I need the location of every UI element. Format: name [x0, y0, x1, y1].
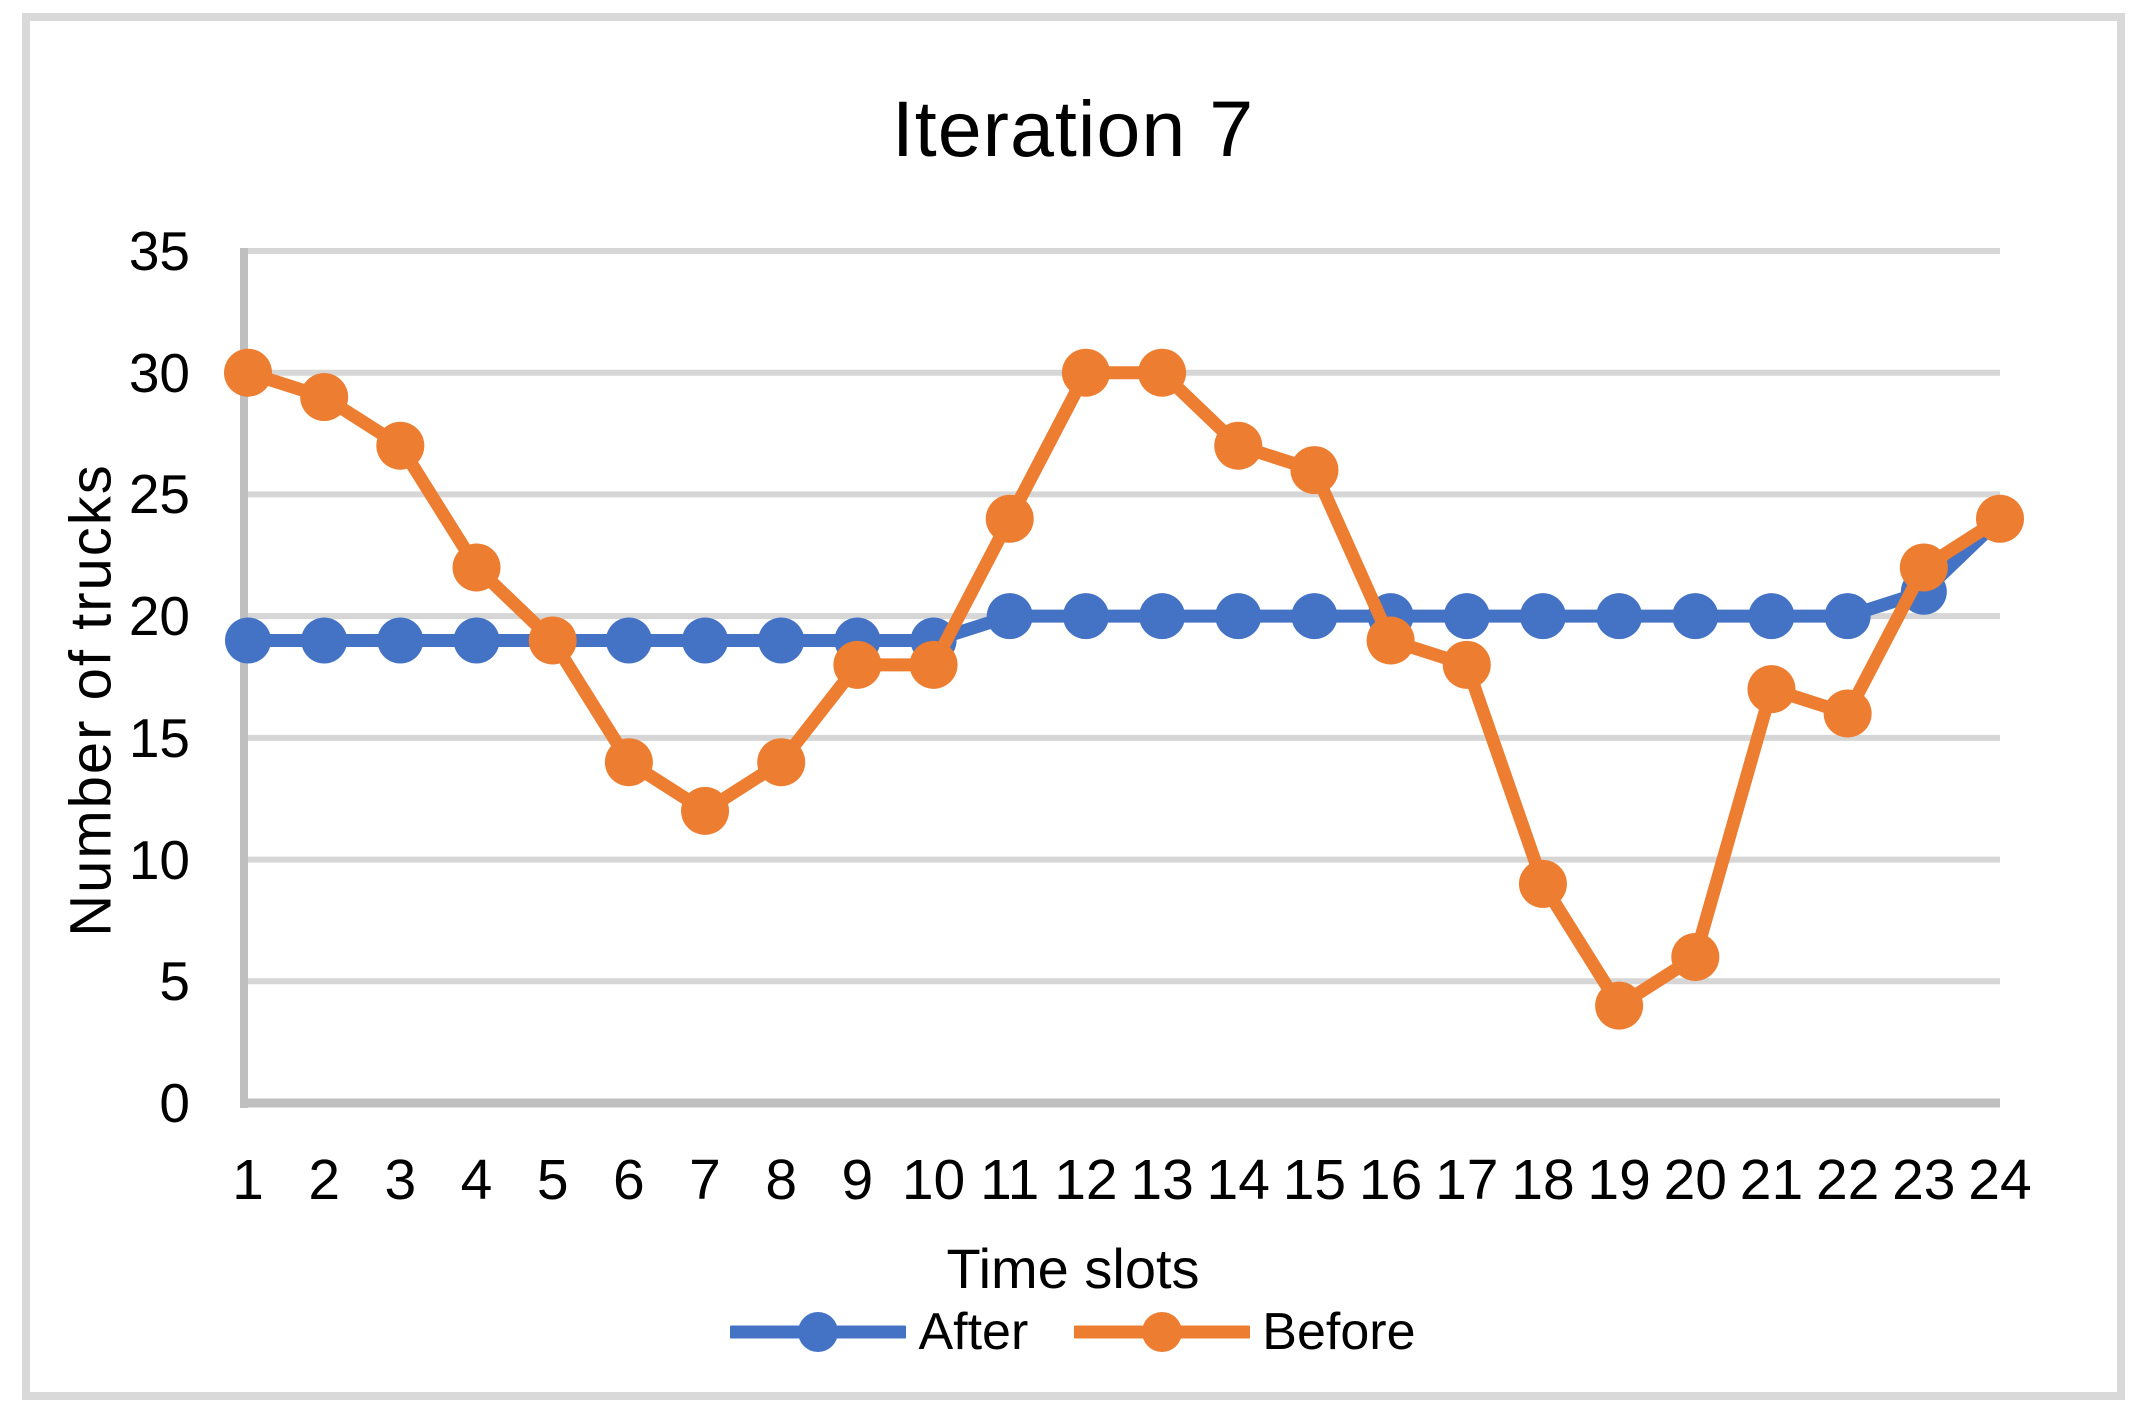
data-point-marker-before: [1899, 543, 1948, 592]
data-point-marker-after: [1062, 593, 1109, 640]
y-tick-label: 0: [159, 1072, 190, 1134]
data-point-marker-after: [377, 617, 424, 664]
x-tick-label: 7: [689, 1148, 721, 1212]
data-point-marker-before: [909, 640, 958, 689]
data-point-marker-before: [376, 421, 425, 470]
x-tick-label: 17: [1435, 1148, 1499, 1212]
series-line-after: [241, 512, 2007, 647]
legend: After Before: [0, 1300, 2146, 1364]
x-tick-label: 15: [1282, 1148, 1347, 1212]
data-point-marker-after: [1139, 593, 1186, 640]
x-tick-label: 19: [1587, 1148, 1651, 1212]
y-tick-label: 20: [128, 585, 190, 648]
x-tick-label: 16: [1358, 1148, 1423, 1212]
x-tick-label: 20: [1663, 1148, 1727, 1212]
x-tick-label: 13: [1130, 1148, 1194, 1212]
x-tick-label: 1: [232, 1148, 264, 1212]
x-tick-label: 23: [1892, 1148, 1956, 1212]
data-point-marker-before: [1747, 665, 1796, 714]
x-tick-label: 21: [1739, 1148, 1804, 1212]
x-tick-label: 22: [1815, 1148, 1880, 1212]
legend-item-before: Before: [1074, 1300, 1416, 1364]
chart-title: Iteration 7: [891, 84, 1255, 173]
data-point-marker-before: [757, 738, 806, 787]
data-point-marker-before: [1214, 421, 1263, 470]
x-tick-label: 8: [765, 1148, 798, 1212]
data-point-marker-after: [453, 617, 500, 664]
x-tick-label: 9: [841, 1148, 874, 1212]
x-axis-title: Time slots: [946, 1237, 1200, 1300]
data-point-marker-after: [986, 593, 1033, 640]
data-point-marker-before: [985, 494, 1034, 543]
data-point-marker-before: [528, 616, 577, 665]
data-point-marker-after: [682, 617, 729, 664]
y-tick-label: 25: [128, 463, 190, 526]
data-point-marker-after: [301, 617, 348, 664]
data-point-marker-before: [1442, 640, 1491, 689]
data-point-marker-before: [1138, 348, 1187, 397]
data-point-marker-before: [1061, 348, 1110, 397]
x-tick-label: 24: [1968, 1148, 2032, 1212]
data-point-marker-before: [604, 738, 653, 787]
y-tick-label: 35: [128, 220, 190, 282]
x-tick-label: 11: [980, 1148, 1040, 1212]
data-point-marker-after: [1443, 593, 1490, 640]
data-point-marker-after: [758, 617, 805, 664]
x-tick-label: 12: [1054, 1148, 1118, 1212]
data-point-marker-before: [1518, 859, 1567, 908]
x-tick-label: 10: [901, 1148, 966, 1212]
data-point-marker-after: [1748, 593, 1795, 640]
data-point-marker-after: [225, 617, 271, 664]
data-point-marker-before: [1595, 981, 1644, 1030]
x-tick-label: 5: [536, 1148, 569, 1212]
legend-marker-icon: [1074, 1312, 1251, 1352]
data-point-marker-before: [1671, 932, 1720, 981]
data-point-marker-before: [1290, 446, 1339, 495]
x-tick-label: 14: [1206, 1148, 1270, 1212]
legend-label: Before: [1262, 1303, 1416, 1361]
x-tick-label: 4: [460, 1148, 493, 1212]
data-point-marker-before: [833, 640, 882, 689]
x-tick-label: 6: [613, 1148, 645, 1212]
data-point-marker-before: [1976, 494, 2024, 543]
x-tick-label: 3: [384, 1148, 417, 1212]
data-point-marker-before: [1823, 689, 1872, 738]
data-point-marker-before: [300, 373, 349, 422]
data-point-marker-after: [1519, 593, 1566, 640]
data-point-marker-before: [224, 348, 272, 397]
data-point-marker-before: [681, 786, 730, 835]
legend-item-after: After: [730, 1300, 1028, 1364]
x-tick-label: 2: [308, 1148, 341, 1212]
data-point-marker-after: [605, 617, 652, 664]
data-point-marker-after: [1672, 593, 1719, 640]
series-line-before: [241, 366, 2007, 1013]
y-tick-label: 10: [128, 828, 190, 891]
data-point-marker-before: [1366, 616, 1415, 665]
y-tick-label: 5: [159, 950, 190, 1013]
legend-marker-icon: [730, 1312, 907, 1352]
data-point-marker-after: [1215, 593, 1262, 640]
y-tick-label: 15: [128, 706, 190, 769]
y-tick-label: 30: [128, 341, 190, 404]
x-tick-label: 18: [1511, 1148, 1575, 1212]
data-point-marker-before: [452, 543, 501, 592]
data-point-marker-after: [1596, 593, 1643, 640]
data-point-marker-after: [1824, 593, 1871, 640]
legend-label: After: [918, 1303, 1029, 1361]
data-point-marker-after: [1291, 593, 1338, 640]
